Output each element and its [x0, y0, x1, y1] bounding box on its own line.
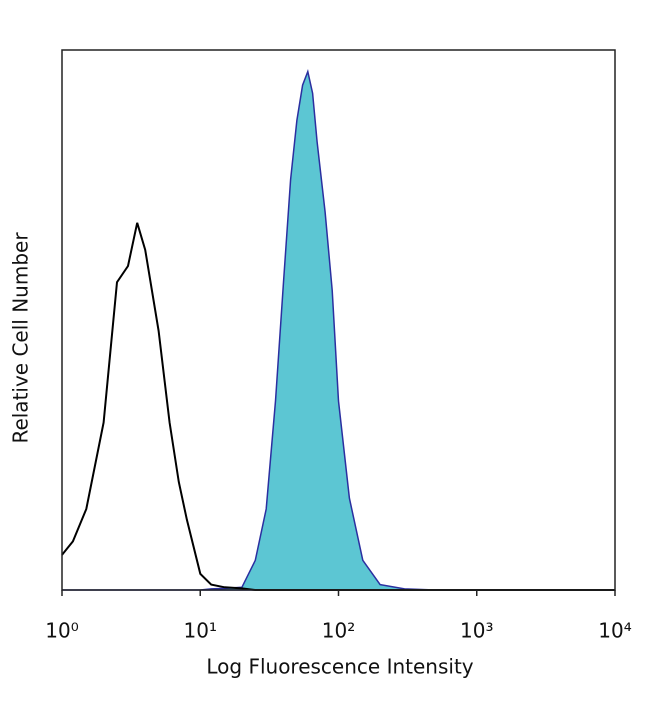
- x-tick-label: 10²: [322, 619, 355, 643]
- histogram-area: [62, 69, 615, 591]
- x-tick-label: 10³: [460, 619, 493, 643]
- x-axis-label: Log Fluorescence Intensity: [206, 655, 473, 679]
- x-tick-label: 10⁰: [45, 619, 78, 643]
- y-axis-label: Relative Cell Number: [9, 232, 33, 444]
- x-tick-label: 10¹: [184, 619, 217, 643]
- x-tick-label: 10⁴: [598, 619, 631, 643]
